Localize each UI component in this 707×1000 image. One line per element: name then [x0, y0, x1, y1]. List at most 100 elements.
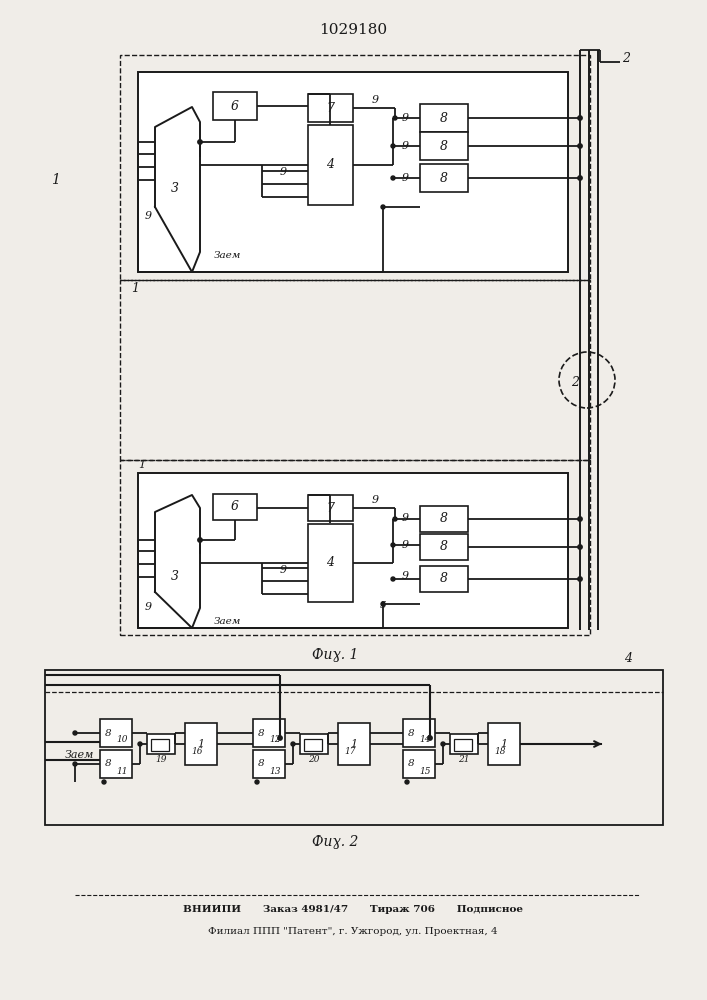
FancyBboxPatch shape [488, 723, 520, 765]
Text: 1: 1 [131, 282, 139, 294]
Text: 8: 8 [408, 728, 414, 738]
Text: 8: 8 [440, 540, 448, 554]
Circle shape [578, 144, 582, 148]
Text: 11: 11 [116, 768, 128, 776]
Text: 15: 15 [419, 768, 431, 776]
Text: 4: 4 [624, 652, 632, 664]
Text: 4: 4 [326, 158, 334, 172]
FancyBboxPatch shape [253, 750, 285, 778]
Text: 9: 9 [144, 211, 151, 221]
Text: ВНИИПИ      Заказ 4981/47      Тираж 706      Подписное: ВНИИПИ Заказ 4981/47 Тираж 706 Подписное [183, 906, 523, 914]
Text: Фиɣ. 2: Фиɣ. 2 [312, 835, 358, 849]
Text: 13: 13 [269, 768, 281, 776]
FancyBboxPatch shape [138, 473, 568, 628]
Circle shape [73, 762, 77, 766]
Text: 8: 8 [440, 572, 448, 585]
Polygon shape [155, 107, 200, 272]
Text: 19: 19 [156, 754, 167, 764]
Circle shape [578, 545, 582, 549]
Text: 8: 8 [105, 760, 111, 768]
Text: 14: 14 [419, 734, 431, 744]
Circle shape [73, 731, 77, 735]
FancyBboxPatch shape [304, 739, 322, 751]
FancyBboxPatch shape [450, 734, 478, 754]
Text: 9: 9 [371, 95, 378, 105]
Text: 20: 20 [308, 754, 320, 764]
Text: 9: 9 [402, 540, 409, 550]
Text: 6: 6 [231, 500, 239, 514]
Text: 8: 8 [440, 512, 448, 526]
FancyBboxPatch shape [185, 723, 217, 765]
FancyBboxPatch shape [420, 164, 468, 192]
Circle shape [255, 780, 259, 784]
Circle shape [391, 144, 395, 148]
FancyBboxPatch shape [420, 506, 468, 532]
FancyBboxPatch shape [420, 132, 468, 160]
Text: 8: 8 [440, 172, 448, 184]
Text: 17: 17 [344, 748, 356, 756]
Circle shape [198, 538, 202, 542]
Text: 1029180: 1029180 [319, 23, 387, 37]
Circle shape [391, 176, 395, 180]
FancyBboxPatch shape [138, 72, 568, 272]
Text: 7: 7 [326, 502, 334, 514]
FancyBboxPatch shape [100, 750, 132, 778]
Text: 1: 1 [51, 173, 59, 187]
FancyBboxPatch shape [147, 734, 175, 754]
Text: 16: 16 [192, 748, 203, 756]
Polygon shape [155, 495, 200, 628]
FancyBboxPatch shape [403, 719, 435, 747]
Circle shape [393, 517, 397, 521]
Text: 8: 8 [440, 139, 448, 152]
Text: 1: 1 [351, 739, 358, 749]
Circle shape [578, 116, 582, 120]
Circle shape [405, 780, 409, 784]
FancyBboxPatch shape [308, 524, 353, 602]
FancyBboxPatch shape [213, 92, 257, 120]
Text: Заем: Заем [214, 251, 242, 260]
Circle shape [198, 140, 202, 144]
Circle shape [102, 780, 106, 784]
Circle shape [138, 742, 142, 746]
Circle shape [393, 116, 397, 120]
Circle shape [578, 517, 582, 521]
FancyBboxPatch shape [300, 734, 328, 754]
Text: 5: 5 [380, 600, 386, 609]
Text: 9: 9 [402, 173, 409, 183]
Circle shape [278, 736, 282, 740]
Circle shape [381, 602, 385, 606]
Text: 1: 1 [501, 739, 508, 749]
Text: 3: 3 [171, 182, 179, 194]
FancyBboxPatch shape [338, 723, 370, 765]
Text: 1: 1 [197, 739, 204, 749]
FancyBboxPatch shape [253, 719, 285, 747]
Text: 8: 8 [257, 728, 264, 738]
FancyBboxPatch shape [420, 534, 468, 560]
FancyBboxPatch shape [100, 719, 132, 747]
Text: 4: 4 [326, 556, 334, 570]
Text: 2: 2 [571, 376, 579, 389]
Text: Филиал ППП "Патент", г. Ужгород, ул. Проектная, 4: Филиал ППП "Патент", г. Ужгород, ул. Про… [208, 928, 498, 936]
Text: 3: 3 [171, 570, 179, 584]
Text: 9: 9 [144, 602, 151, 612]
Text: 21: 21 [458, 754, 469, 764]
Text: 10: 10 [116, 734, 128, 744]
Circle shape [391, 577, 395, 581]
FancyBboxPatch shape [308, 495, 353, 521]
Text: 1: 1 [138, 460, 145, 470]
Text: 9: 9 [371, 495, 378, 505]
Text: 9: 9 [402, 571, 409, 581]
Text: 8: 8 [408, 760, 414, 768]
FancyBboxPatch shape [454, 739, 472, 751]
Text: 9: 9 [402, 113, 409, 123]
Text: 9: 9 [279, 167, 286, 177]
Text: 12: 12 [269, 734, 281, 744]
Text: 9: 9 [279, 565, 286, 575]
FancyBboxPatch shape [213, 494, 257, 520]
Text: 7: 7 [326, 102, 334, 114]
Circle shape [381, 205, 385, 209]
Text: 9: 9 [402, 141, 409, 151]
Text: 8: 8 [440, 111, 448, 124]
Text: Заем: Заем [65, 750, 95, 760]
FancyBboxPatch shape [308, 94, 353, 122]
